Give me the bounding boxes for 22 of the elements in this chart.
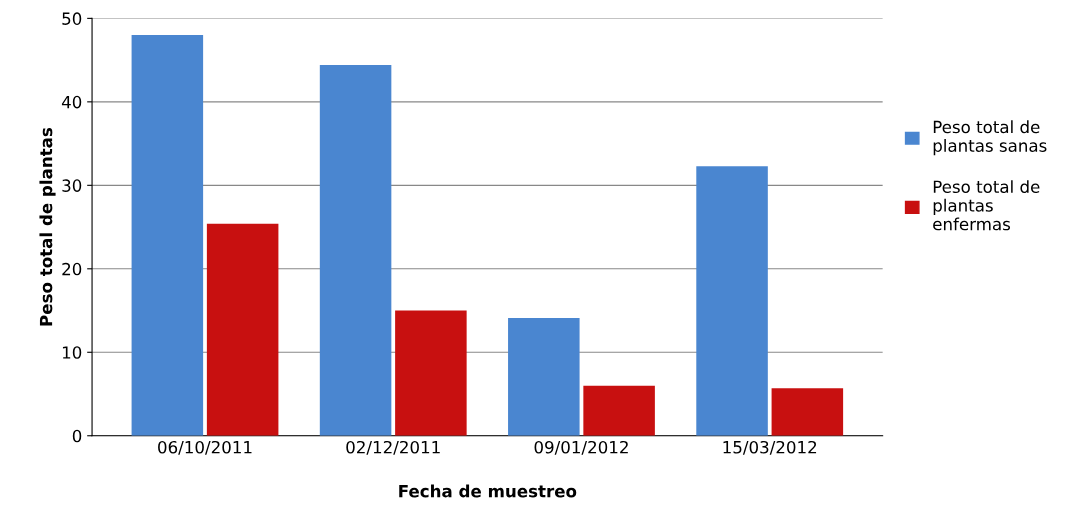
y-axis-title: Peso total de plantas [39, 127, 56, 326]
x-tick-label: 06/10/2011 [158, 440, 252, 455]
x-tick-label: 02/12/2011 [346, 440, 440, 455]
bar [771, 388, 844, 436]
legend-label: Peso total de plantas sanas [933, 120, 1047, 156]
legend-label: Peso total de plantas enfermas [933, 180, 1040, 231]
bar [583, 385, 655, 436]
x-axis-title: Fecha de muestreo [399, 484, 577, 498]
y-tick-label: 40 [61, 95, 82, 109]
y-tick-label: 30 [62, 179, 82, 192]
x-tick-label: 15/03/2012 [723, 440, 817, 455]
bar [395, 310, 467, 436]
bar [206, 223, 279, 436]
x-tick-label: 09/01/2012 [534, 440, 628, 455]
y-tick-label: 0 [72, 429, 82, 443]
y-tick-label: 10 [62, 346, 82, 359]
y-tick-label: 20 [62, 262, 82, 276]
bar [508, 318, 580, 436]
bar [696, 166, 768, 436]
bar [131, 35, 204, 436]
y-tick-label: 50 [62, 12, 82, 25]
bar [319, 65, 392, 436]
